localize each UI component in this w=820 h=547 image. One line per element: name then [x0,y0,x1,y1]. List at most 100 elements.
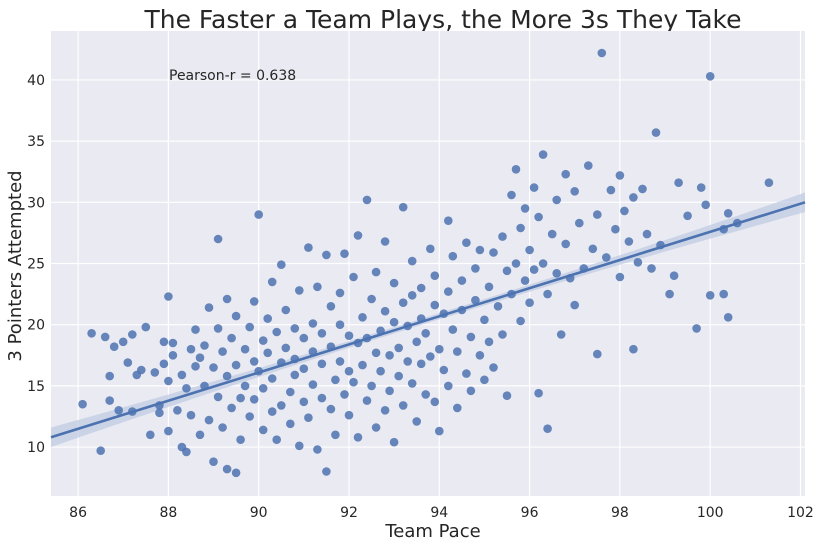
scatter-point [624,237,634,246]
grid-lines [51,31,805,496]
scatter-point [105,371,114,381]
y-tick-labels: 10 15 20 25 30 35 40 [27,73,45,456]
scatter-point [105,396,114,405]
x-tick-label: 92 [340,505,358,521]
y-axis-label: 3 Pointers Attempted [5,170,26,361]
scatter-point [272,327,282,337]
scatter-point [263,314,273,323]
scatter-point [335,320,345,330]
scatter-point [128,330,137,339]
scatter-point [322,467,331,476]
scatter-point [498,330,507,339]
scatter-point [570,300,579,310]
scatter-point [371,348,381,358]
scatter-point [371,423,381,432]
scatter-point [705,291,715,300]
scatter-point [191,362,200,371]
scatter-point [547,229,557,239]
scatter-point [281,305,291,315]
scatter-point [380,306,390,316]
scatter-point [168,351,178,360]
scatter-point [258,425,268,435]
scatter-point [222,294,232,304]
y-tick-label: 40 [27,73,45,89]
scatter-point [480,315,489,325]
scatter-point [543,289,552,299]
scatter-point [764,178,774,187]
x-tick-label: 102 [787,505,814,521]
scatter-point [556,330,566,339]
scatter-point [426,244,435,254]
scatter-point [489,248,498,257]
pearson-annotation: Pearson-r = 0.638 [169,68,296,84]
scatter-point [466,386,476,396]
scatter-point [286,419,295,429]
scatter-point [213,234,223,244]
scatter-point [525,298,534,308]
scatter-point [200,341,209,350]
scatter-point [516,316,525,326]
scatter-point [638,184,647,194]
scatter-point [723,313,733,322]
scatter-point [552,269,561,278]
scatter-point [322,250,331,260]
scatter-point [213,324,223,333]
scatter-point [416,359,426,369]
scatter-point [480,375,489,385]
scatter-point [651,128,661,137]
scatter-point [593,349,602,359]
scatter-point [421,390,431,399]
scatter-point [249,395,259,404]
scatter-point [308,380,318,389]
scatter-point [353,231,363,240]
scatter-point [362,195,372,205]
scatter-point [159,359,169,369]
scatter-point [620,206,629,216]
scatter-point [277,401,286,410]
scatter-point [665,289,674,299]
scatter-point [692,324,701,333]
scatter-point [353,433,363,442]
scatter-point [611,224,620,234]
scatter-point [444,216,453,225]
scatter-point [615,171,625,180]
scatter-point [538,150,548,159]
scatter-point [529,265,539,274]
scatter-point [683,211,692,221]
scatter-point [389,278,399,288]
scatter-point [471,295,480,305]
scatter-point [218,423,227,432]
scatter-point [186,410,196,420]
scatter-point [317,359,327,369]
scatter-point [313,282,322,292]
scatter-point [723,209,733,218]
scatter-point [150,368,160,377]
scatter-point [344,410,354,420]
scatter-point [186,344,196,354]
scatter-point [164,292,173,301]
scatter-point [457,276,467,285]
scatter-point [534,212,543,222]
scatter-point [502,391,512,401]
y-tick-label: 35 [27,134,45,150]
scatter-point [430,397,440,407]
scatter-point [448,325,458,334]
scatter-point [317,329,327,338]
scatter-point [597,48,607,58]
scatter-point [380,237,390,246]
scatter-point [606,185,616,195]
scatter-point [204,303,214,312]
scatter-point [403,357,413,366]
scatter-point [137,365,146,375]
scatter-point [204,415,214,425]
scatter-point [299,397,309,407]
scatter-point [489,363,498,372]
scatter-point [240,381,250,391]
scatter-point [407,256,417,266]
scatter-point [430,271,440,281]
scatter-point [538,259,548,268]
scatter-point [146,430,155,440]
y-tick-label: 15 [27,379,45,395]
scatter-point [435,344,444,354]
scatter-point [705,72,715,81]
